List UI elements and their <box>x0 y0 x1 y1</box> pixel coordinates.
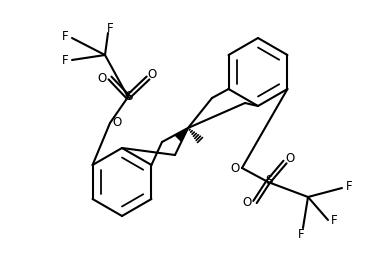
Text: O: O <box>243 196 252 210</box>
Text: F: F <box>107 21 113 35</box>
Text: O: O <box>147 68 157 80</box>
Text: O: O <box>230 161 240 174</box>
Polygon shape <box>175 128 188 141</box>
Text: F: F <box>62 30 68 43</box>
Text: O: O <box>112 117 122 129</box>
Text: S: S <box>265 174 273 188</box>
Text: O: O <box>98 73 107 85</box>
Text: F: F <box>346 181 352 194</box>
Text: F: F <box>62 53 68 67</box>
Text: O: O <box>285 151 295 165</box>
Text: S: S <box>125 90 133 102</box>
Text: F: F <box>298 228 304 242</box>
Text: F: F <box>331 215 337 227</box>
